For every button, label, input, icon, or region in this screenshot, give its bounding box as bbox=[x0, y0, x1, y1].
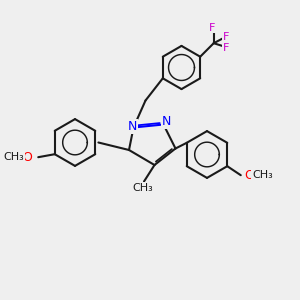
Text: F: F bbox=[209, 22, 215, 33]
Text: CH₃: CH₃ bbox=[252, 170, 273, 180]
Text: O: O bbox=[22, 151, 32, 164]
Text: CH₃: CH₃ bbox=[3, 152, 24, 162]
Text: F: F bbox=[223, 32, 230, 42]
Text: F: F bbox=[223, 43, 230, 53]
Text: O: O bbox=[244, 169, 254, 182]
Text: N: N bbox=[127, 119, 137, 133]
Text: N: N bbox=[162, 115, 171, 128]
Text: CH₃: CH₃ bbox=[132, 183, 153, 193]
